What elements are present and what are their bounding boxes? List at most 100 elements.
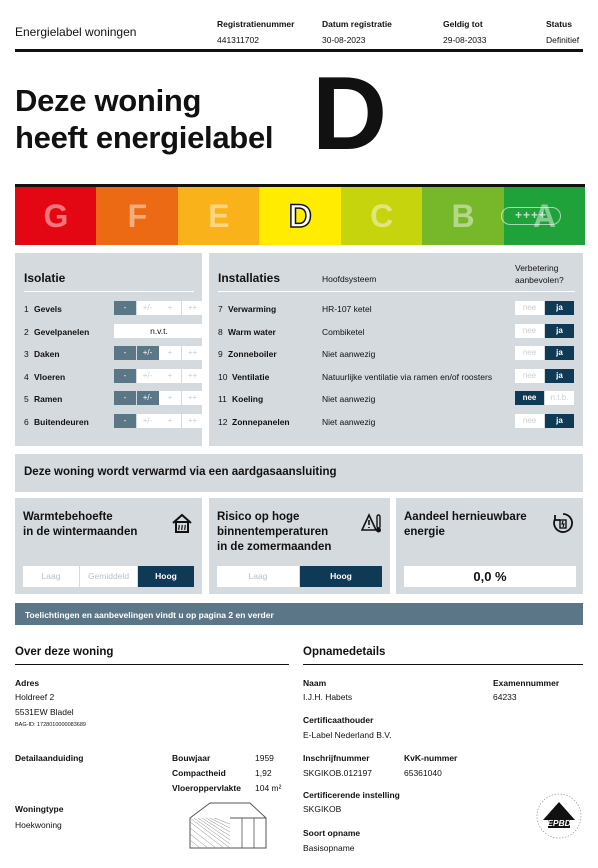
installatie-row: 11 Koeling Niet aanwezig nee n.t.b. bbox=[218, 391, 575, 405]
divider bbox=[218, 291, 575, 292]
improve-no: nee bbox=[515, 413, 544, 428]
naam-label: Naam bbox=[303, 678, 327, 688]
improve-yes: ja bbox=[545, 413, 574, 428]
installaties-title: Installaties bbox=[218, 271, 281, 285]
row-number: 2 bbox=[24, 326, 29, 337]
row-number: 12 bbox=[218, 416, 228, 427]
row-number: 8 bbox=[218, 326, 223, 337]
compact-label: Compactheid bbox=[172, 768, 226, 778]
warmtebehoefte-card: Warmtebehoefte in de wintermaanden Laag … bbox=[15, 498, 202, 594]
row-text: n.v.t. bbox=[114, 323, 204, 338]
improve-yes: ja bbox=[545, 323, 574, 338]
hernieuwbaar-value: 0,0 % bbox=[404, 566, 576, 587]
bag-id: BAG-ID: 1728010000083689 bbox=[15, 722, 86, 728]
row-value: Niet aanwezig bbox=[322, 349, 376, 359]
installaties-panel: Installaties Hoofdsysteem Verbetering aa… bbox=[209, 253, 583, 446]
hoofdsysteem-header: Hoofdsysteem bbox=[322, 274, 377, 284]
energy-class-d: D bbox=[259, 187, 342, 245]
kvk-value: 65361040 bbox=[404, 768, 442, 778]
rating-cell: +/- bbox=[136, 301, 159, 315]
soort-value: Basisopname bbox=[303, 843, 355, 853]
rating-cell: +/- bbox=[136, 391, 159, 405]
isolatie-row: 1 Gevels - +/- + ++ bbox=[24, 301, 204, 315]
rating-cell: ++ bbox=[181, 391, 204, 405]
row-label: Verwarming bbox=[228, 304, 277, 314]
energy-class-g: G bbox=[15, 187, 97, 245]
installatie-row: 12 Zonnepanelen Niet aanwezig nee ja bbox=[218, 413, 575, 428]
row-label: Buitendeuren bbox=[34, 416, 89, 427]
row-value: HR-107 ketel bbox=[322, 304, 372, 314]
detail-label: Detailaanduiding bbox=[15, 753, 84, 763]
valid-until: Geldig tot 29-08-2033 bbox=[443, 19, 487, 45]
rating-cell: + bbox=[159, 346, 181, 360]
row-label: Gevels bbox=[34, 304, 62, 314]
corner-house-icon bbox=[189, 802, 267, 849]
exam-label: Examennummer bbox=[493, 678, 560, 688]
inschrijf-value: SKGIKOB.012197 bbox=[303, 768, 372, 778]
isolatie-title: Isolatie bbox=[24, 271, 66, 285]
energy-class-f: F bbox=[96, 187, 179, 245]
improve-yes: ja bbox=[545, 368, 574, 383]
inst-label: Certificerende instelling bbox=[303, 790, 400, 800]
soort-label: Soort opname bbox=[303, 828, 361, 838]
row-number: 9 bbox=[218, 349, 223, 359]
hernieuwbaar-title: Aandeel hernieuwbare energie bbox=[404, 511, 527, 538]
warmte-gemiddeld: Gemiddeld bbox=[80, 566, 137, 587]
improve-yes: ja bbox=[545, 301, 574, 315]
warmtebehoefte-title: Warmtebehoefte in de wintermaanden bbox=[23, 511, 138, 538]
rating-cell: - bbox=[114, 301, 136, 315]
inschrijf-label: Inschrijfnummer bbox=[303, 753, 370, 763]
installatie-row: 7 Verwarming HR-107 ketel nee ja bbox=[218, 301, 575, 315]
rating-cell: +/- bbox=[136, 368, 159, 383]
row-value: Natuurlijke ventilatie via ramen en/of r… bbox=[322, 371, 493, 382]
compact-value: 1,92 bbox=[255, 768, 272, 778]
house-heat-icon bbox=[172, 513, 192, 533]
warmte-laag: Laag bbox=[23, 566, 79, 587]
energy-class-b: B bbox=[422, 187, 505, 245]
improve-no: nee bbox=[515, 346, 544, 360]
renewable-energy-icon bbox=[553, 513, 573, 533]
isolatie-row: 6 Buitendeuren - +/- + ++ bbox=[24, 413, 204, 428]
bouwjaar-label: Bouwjaar bbox=[172, 753, 211, 763]
divider bbox=[24, 291, 194, 292]
row-label: Ventilatie bbox=[232, 371, 270, 382]
row-label: Zonneboiler bbox=[228, 349, 277, 359]
row-number: 10 bbox=[218, 371, 228, 382]
rating-cell: - bbox=[114, 391, 136, 405]
row-label: Warm water bbox=[228, 326, 276, 337]
isolatie-row: 5 Ramen - +/- + ++ bbox=[24, 391, 204, 405]
improve-yes: n.t.b. bbox=[545, 391, 574, 405]
bouwjaar-value: 1959 bbox=[255, 753, 274, 763]
document-title: Energielabel woningen bbox=[15, 25, 137, 39]
row-value: Niet aanwezig bbox=[322, 394, 376, 404]
risico-laag: Laag bbox=[217, 566, 299, 587]
hernieuwbaar-card: Aandeel hernieuwbare energie 0,0 % bbox=[396, 498, 583, 594]
inst-value: SKGIKOB bbox=[303, 804, 342, 814]
row-label: Vloeren bbox=[34, 371, 66, 382]
improve-yes: ja bbox=[545, 346, 574, 360]
rating-cell: ++ bbox=[181, 413, 204, 428]
svg-text:EPBD: EPBD bbox=[547, 818, 571, 828]
rating-cell: + bbox=[159, 368, 181, 383]
rating-cell: +/- bbox=[136, 413, 159, 428]
isolatie-row: 2 Gevelpanelen n.v.t. bbox=[24, 323, 204, 338]
risico-hoog: Hoog bbox=[300, 566, 382, 587]
isolatie-panel: Isolatie 1 Gevels - +/- + ++ 2 Gevelpanelen n.v.… bbox=[15, 253, 204, 446]
registration-date: Datum registratie 30-08-2023 bbox=[322, 19, 392, 45]
type-value: Hoekwoning bbox=[15, 820, 62, 830]
energy-label-bar: G F E D C B A ++++ bbox=[15, 184, 586, 245]
row-value: Niet aanwezig bbox=[322, 416, 376, 427]
rating-cell: - bbox=[114, 346, 136, 360]
plus-badge: ++++ bbox=[501, 207, 561, 225]
row-label: Zonnepanelen bbox=[232, 416, 290, 427]
energy-class-e: E bbox=[177, 187, 260, 245]
installatie-row: 8 Warm water Combiketel nee ja bbox=[218, 323, 575, 338]
hero-heading: Deze woning heeft energielabel bbox=[15, 83, 274, 155]
status: Status Definitief bbox=[546, 19, 580, 45]
isolatie-row: 4 Vloeren - +/- + ++ bbox=[24, 368, 204, 383]
opname-heading: Opnamedetails bbox=[303, 646, 583, 665]
row-number: 6 bbox=[24, 416, 29, 427]
row-label: Gevelpanelen bbox=[34, 326, 90, 337]
row-value: Combiketel bbox=[322, 326, 365, 337]
rating-cell: + bbox=[159, 413, 181, 428]
